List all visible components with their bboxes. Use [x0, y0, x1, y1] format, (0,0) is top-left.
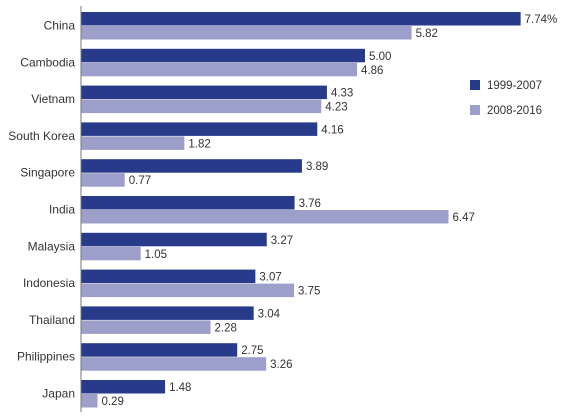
- value-label: 5.00: [369, 51, 391, 63]
- bar-series2-india: [81, 210, 449, 224]
- bar-series2-cambodia: [81, 62, 358, 77]
- bar-series1-japan: [81, 380, 166, 394]
- bar-series1-vietnam: [81, 85, 327, 100]
- bar-series2-singapore: [81, 173, 125, 187]
- value-labels: 7.74% 5.82 5.00 4.86 4.33 4.23 4.16 1.82 3.89 0.7…: [101, 14, 557, 408]
- category-label: Vietnam: [31, 92, 75, 106]
- value-label: 3.89: [306, 161, 328, 173]
- bar-series2-philippines: [81, 357, 267, 371]
- bar-series2-malaysia: [81, 246, 141, 261]
- legend-label: 2008-2016: [487, 105, 542, 117]
- value-label: 3.04: [258, 308, 281, 320]
- bar-series1-thailand: [81, 306, 254, 320]
- category-label: Malaysia: [28, 239, 76, 253]
- category-label: China: [44, 19, 76, 33]
- bar-series2-china: [81, 26, 412, 40]
- bar-series1-singapore: [81, 159, 302, 173]
- category-label: Indonesia: [23, 276, 75, 290]
- bar-series2-south-korea: [81, 136, 185, 150]
- value-label: 1.82: [188, 138, 210, 150]
- value-label: 3.07: [259, 272, 281, 284]
- category-label: Singapore: [20, 166, 75, 180]
- bar-series2-japan: [81, 394, 98, 408]
- value-label: 1.48: [169, 382, 191, 394]
- bar-series1-china: [81, 12, 521, 26]
- category-labels: China Cambodia Vietnam South Korea Singapore…: [8, 19, 75, 401]
- category-label: Thailand: [29, 313, 75, 327]
- value-label: 4.33: [331, 88, 353, 100]
- value-label: 6.47: [452, 212, 474, 224]
- value-label: 5.82: [416, 28, 438, 40]
- value-label: 7.74%: [525, 14, 558, 26]
- value-label: 4.16: [321, 124, 343, 136]
- value-label: 0.29: [101, 396, 123, 408]
- bar-series2-vietnam: [81, 99, 322, 114]
- legend: 1999-2007 2008-2016: [470, 80, 542, 117]
- value-label: 3.75: [298, 286, 320, 298]
- bar-series2-indonesia: [81, 283, 294, 298]
- value-label: 1.05: [145, 249, 167, 261]
- category-label: South Korea: [8, 129, 75, 143]
- value-label: 3.76: [299, 198, 321, 210]
- bar-series1-indonesia: [81, 269, 256, 284]
- value-label: 0.77: [129, 175, 151, 187]
- bar-series2-thailand: [81, 320, 211, 334]
- legend-label: 1999-2007: [487, 80, 542, 92]
- value-label: 3.26: [270, 359, 292, 371]
- legend-swatch: [470, 80, 480, 90]
- bars-group: [81, 12, 521, 408]
- bar-series1-cambodia: [81, 48, 365, 63]
- category-label: Japan: [42, 387, 75, 401]
- value-label: 2.75: [241, 345, 263, 357]
- legend-swatch: [470, 105, 480, 115]
- value-label: 4.86: [361, 65, 383, 77]
- value-label: 4.23: [325, 102, 347, 114]
- category-label: India: [49, 203, 75, 217]
- bar-series1-philippines: [81, 343, 238, 357]
- category-label: Philippines: [17, 350, 75, 364]
- bar-series1-south-korea: [81, 122, 318, 136]
- bar-series1-malaysia: [81, 232, 267, 247]
- category-label: Cambodia: [20, 55, 75, 69]
- value-label: 3.27: [271, 235, 293, 247]
- bar-series1-india: [81, 196, 295, 210]
- value-label: 2.28: [215, 322, 237, 334]
